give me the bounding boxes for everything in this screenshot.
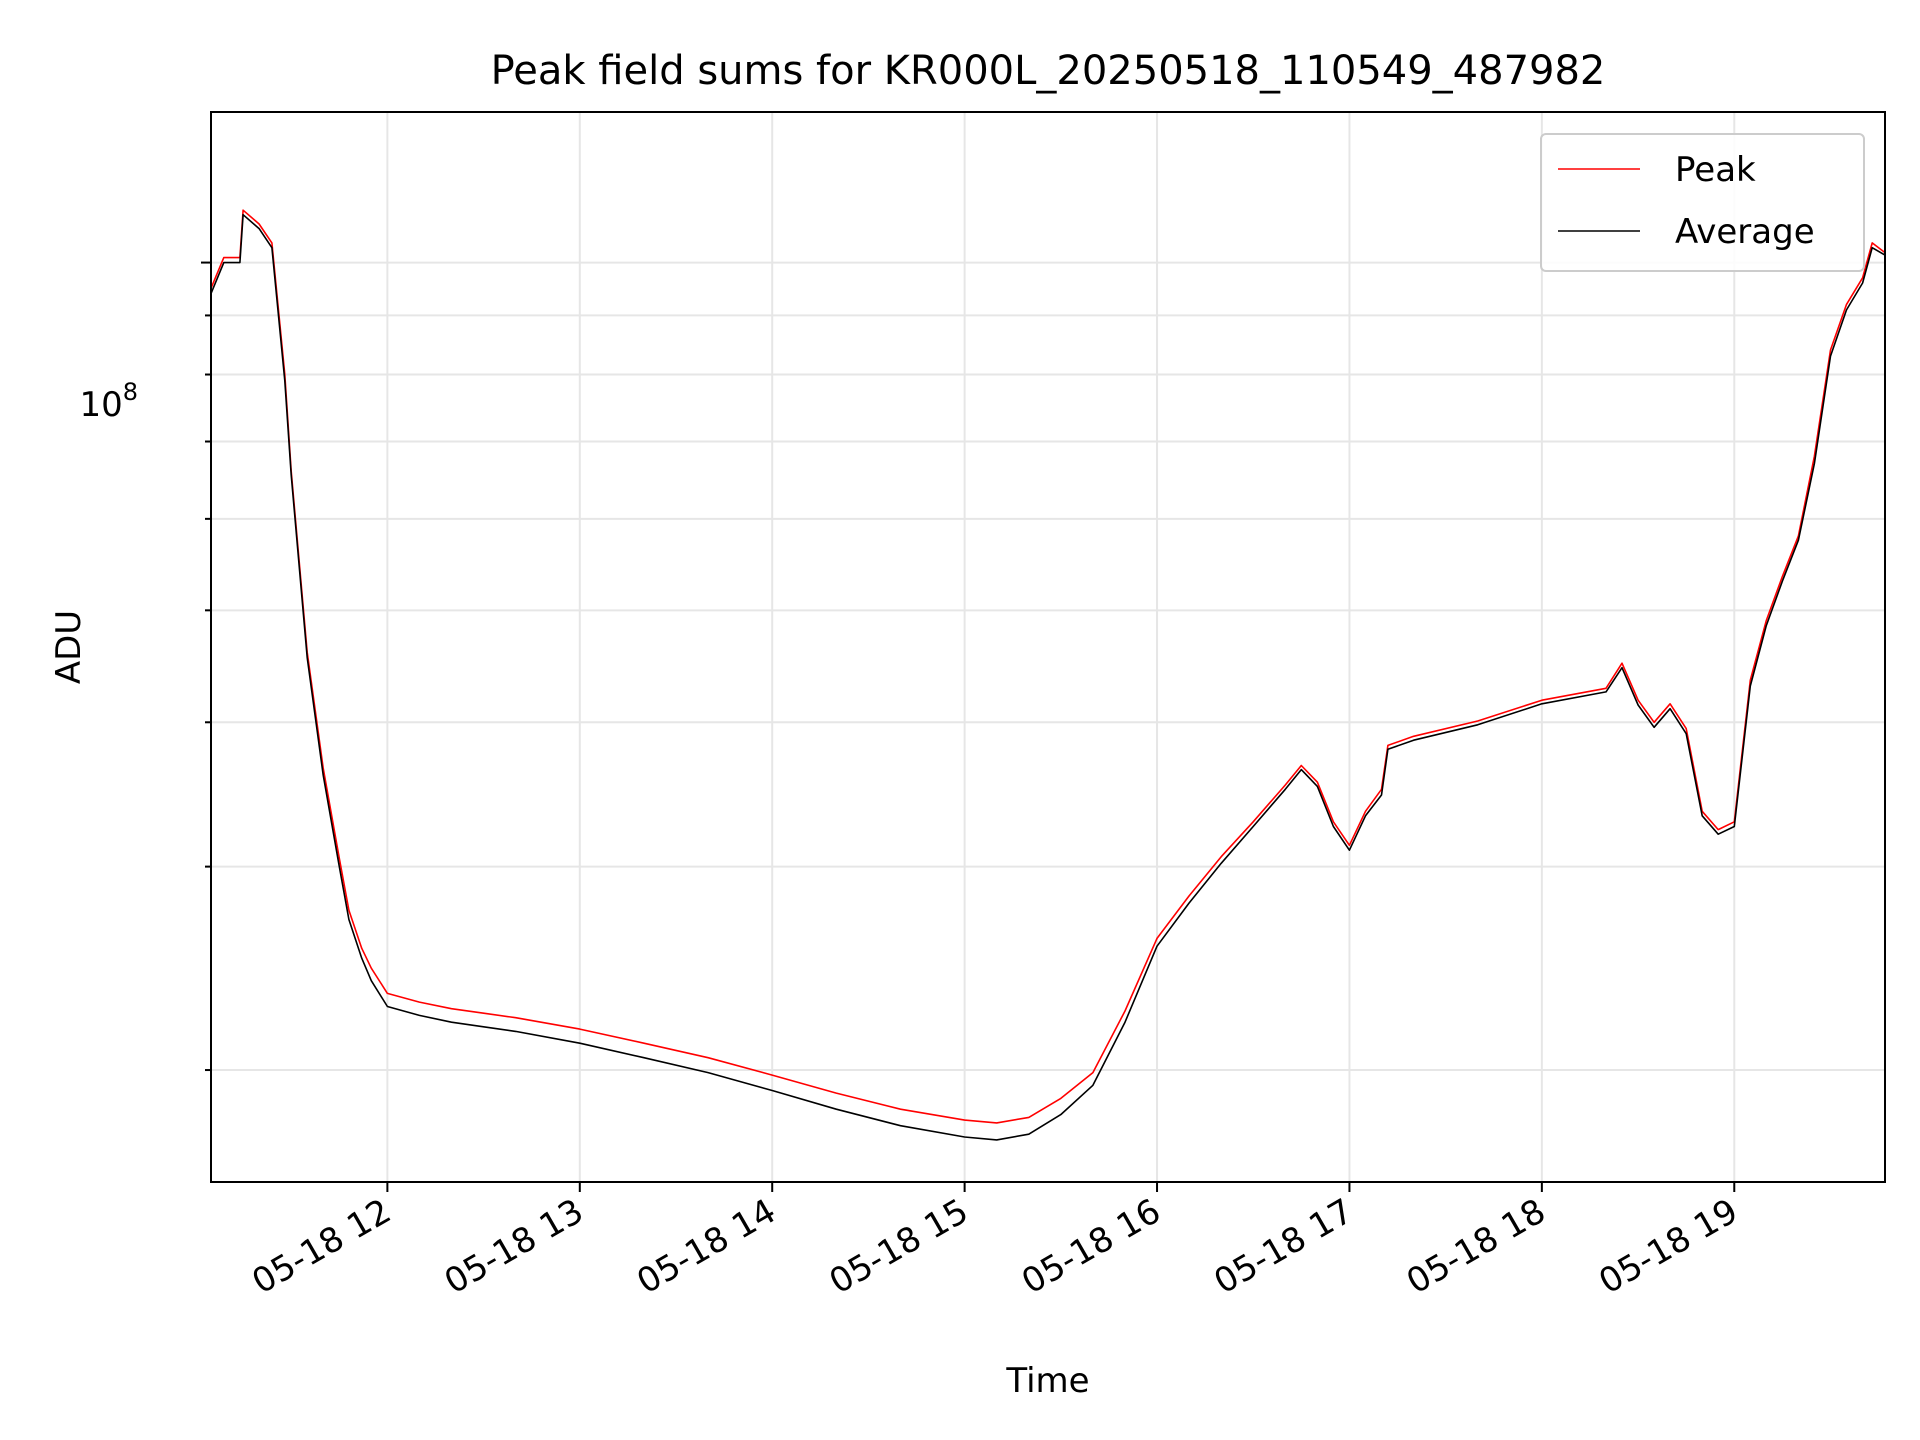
grid: [211, 112, 1885, 1182]
y-tick-label-1e8: 108: [79, 378, 138, 425]
series-line-average: [210, 213, 1886, 1141]
legend-label-peak: Peak: [1675, 150, 1756, 190]
y-tick-base: 10: [79, 385, 122, 425]
y-axis-label: ADU: [49, 610, 89, 684]
series-line-peak: [210, 209, 1886, 1124]
chart-title: Peak field sums for KR000L_20250518_1105…: [491, 48, 1606, 94]
y-tick-exponent: 8: [123, 378, 138, 406]
legend: Peak Average: [1540, 133, 1865, 272]
legend-label-average: Average: [1675, 212, 1815, 252]
plot-frame: [210, 111, 1886, 1183]
x-axis-label: Time: [1005, 1361, 1089, 1401]
series-lines: [210, 209, 1886, 1141]
